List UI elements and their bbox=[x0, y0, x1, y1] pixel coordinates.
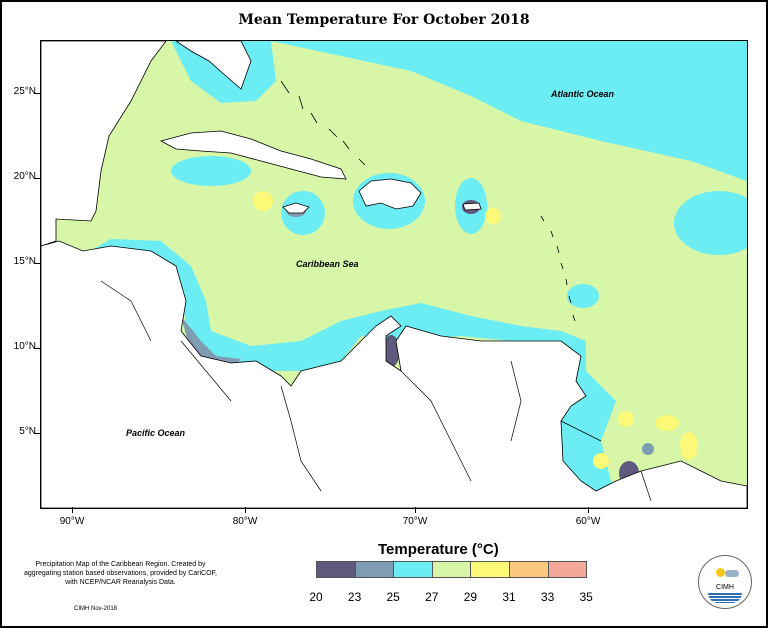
lon-tick bbox=[72, 507, 73, 513]
jamaica-warm-zone bbox=[253, 191, 273, 211]
cloud-icon bbox=[725, 570, 739, 577]
lon-tick bbox=[245, 507, 246, 513]
coastal-cyan-zone bbox=[81, 239, 747, 508]
bahamas-islands bbox=[280, 80, 366, 166]
guyana-warm-zone bbox=[618, 411, 634, 427]
cuba-island bbox=[159, 130, 347, 180]
antilles-cyan-zone bbox=[567, 284, 599, 308]
legend-tick-label: 33 bbox=[540, 590, 555, 604]
map-canvas bbox=[41, 41, 747, 508]
legend-swatch bbox=[470, 561, 510, 578]
hispaniola-island bbox=[358, 178, 422, 210]
fr-guiana-warm-zone bbox=[680, 432, 698, 460]
waves-icon bbox=[708, 593, 742, 603]
legend-tick-label: 35 bbox=[579, 590, 593, 604]
legend-swatch bbox=[431, 561, 472, 578]
legend-swatch bbox=[354, 561, 395, 578]
guyana-south-warm-zone bbox=[593, 453, 609, 469]
label-atlantic-ocean: Atlantic Ocean bbox=[551, 89, 615, 99]
country-borders bbox=[100, 280, 652, 502]
label-caribbean-sea: Caribbean Sea bbox=[296, 259, 359, 269]
lat-tick bbox=[34, 433, 40, 434]
temperature-map bbox=[40, 40, 748, 509]
legend-title: Temperature (°C) bbox=[378, 541, 499, 558]
legend-tick-label: 20 bbox=[309, 590, 323, 604]
lon-tick bbox=[415, 507, 416, 513]
legend-swatch bbox=[316, 561, 356, 578]
legend-tick-label: 23 bbox=[347, 590, 362, 604]
map-credit: CIMH Nov-2018 bbox=[74, 606, 118, 612]
jamaica-island bbox=[282, 202, 310, 214]
legend-tick-label: 31 bbox=[502, 590, 516, 604]
sun-icon bbox=[716, 568, 725, 577]
lon-tick bbox=[588, 507, 589, 513]
maracaibo-cool-zone bbox=[382, 335, 400, 367]
lat-tick bbox=[34, 348, 40, 349]
lon-label-90w: 90°W bbox=[59, 516, 85, 527]
suriname-cool-zone bbox=[642, 443, 654, 455]
cuba-cyan-zone bbox=[171, 156, 251, 186]
lat-tick bbox=[34, 178, 40, 179]
virgin-warm-zone bbox=[485, 208, 501, 224]
central-america-land bbox=[41, 41, 167, 247]
lat-tick bbox=[34, 263, 40, 264]
map-description: Precipitation Map of the Caribbean Regio… bbox=[24, 561, 217, 586]
legend-tick-label: 29 bbox=[463, 590, 478, 604]
cimh-logo: CIMH bbox=[698, 555, 752, 609]
puerto-rico-island bbox=[462, 202, 482, 211]
lat-label-25n: 25°N bbox=[13, 86, 36, 97]
lat-tick bbox=[34, 93, 40, 94]
suriname-warm-zone bbox=[655, 415, 679, 431]
lat-label-5n: 5°N bbox=[19, 426, 36, 437]
panama-cool-zone bbox=[181, 316, 241, 366]
lon-label-70w: 70°W bbox=[402, 516, 428, 527]
legend-tick-label: 27 bbox=[425, 590, 439, 604]
lat-label-10n: 10°N bbox=[13, 341, 36, 352]
legend-swatch bbox=[393, 561, 433, 578]
lat-label-20n: 20°N bbox=[13, 171, 36, 182]
florida-land bbox=[175, 41, 252, 90]
lon-label-80w: 80°W bbox=[232, 516, 258, 527]
mesoamerica-land bbox=[41, 240, 747, 508]
map-title: Mean Temperature For October 2018 bbox=[238, 12, 530, 28]
east-cyan-zone bbox=[674, 191, 747, 255]
legend-swatch bbox=[547, 561, 588, 578]
lesser-antilles-islands bbox=[540, 215, 576, 322]
atlantic-cyan-zone bbox=[271, 41, 747, 181]
legend-swatch bbox=[509, 561, 549, 578]
label-pacific-ocean: Pacific Ocean bbox=[126, 428, 186, 438]
legend-tick-label: 25 bbox=[386, 590, 400, 604]
lon-label-60w: 60°W bbox=[575, 516, 601, 527]
lat-label-15n: 15°N bbox=[13, 256, 36, 267]
logo-label: CIMH bbox=[716, 584, 734, 591]
